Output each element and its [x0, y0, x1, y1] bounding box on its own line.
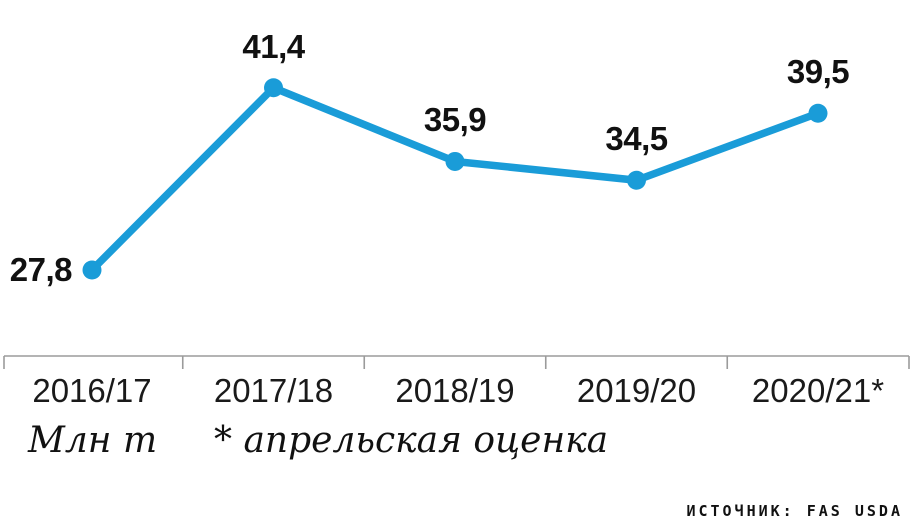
source-credit: ИСТОЧНИК: FAS USDA: [686, 502, 903, 520]
data-point-marker: [264, 78, 283, 98]
data-label: 41,4: [242, 27, 305, 65]
data-label: 35,9: [423, 101, 487, 139]
x-axis-label: 2016/17: [32, 372, 152, 409]
x-axis-label: 2020/21*: [751, 372, 885, 409]
data-point-marker: [445, 151, 465, 171]
data-point-marker: [82, 260, 102, 280]
data-label: 27,8: [9, 251, 73, 288]
x-axis-label: 2019/20: [576, 372, 697, 409]
x-axis-label: 2017/18: [213, 372, 334, 409]
x-axis-label: 2018/19: [395, 372, 515, 409]
data-point-marker: [627, 170, 646, 190]
footnote: * апрельская оценка: [214, 420, 609, 461]
data-label: 39,5: [786, 53, 850, 91]
unit-label: Млн т: [28, 420, 158, 461]
data-point-marker: [808, 103, 828, 123]
data-label: 34,5: [605, 120, 668, 158]
